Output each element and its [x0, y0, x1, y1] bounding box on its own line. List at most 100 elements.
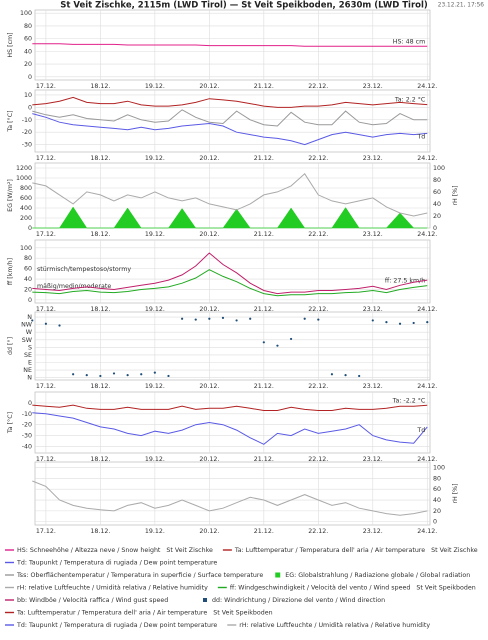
end-label: HS: 48 cm — [393, 38, 425, 45]
y2-tick-label: 100 — [433, 464, 445, 471]
x-tick-label: 18.12. — [90, 528, 110, 535]
series-line — [32, 173, 428, 217]
wind-direction-dot — [140, 373, 143, 376]
x-tick-label: 24.12. — [417, 83, 437, 90]
end-label: Ta: 2.2 °C — [394, 96, 426, 104]
y2-tick-label: 20 — [433, 213, 441, 220]
x-tick-label: 23.12. — [363, 83, 383, 90]
x-tick-label: 21.12. — [254, 383, 274, 390]
x-tick-label: 23.12. — [363, 528, 383, 535]
y2-tick-label: 100 — [433, 165, 445, 172]
y-tick-label: -20 — [22, 422, 32, 429]
end-label: Td — [416, 427, 425, 434]
legend-label: bb: Windböe / Velocità raffica / Wind gu… — [17, 596, 168, 604]
x-tick-label: 19.12. — [145, 231, 165, 238]
series-line — [32, 404, 428, 411]
timestamp: 23.12.21, 17:56 — [438, 3, 485, 9]
y-tick-label: -30 — [22, 142, 32, 149]
y-tick-label: -10 — [22, 117, 32, 124]
y-axis-label: dd [°] — [6, 337, 14, 355]
annotation: mäßig/medio/moderate — [37, 283, 111, 290]
x-tick-label: 20.12. — [199, 383, 219, 390]
x-tick-label: 20.12. — [199, 456, 219, 463]
y-tick-label: 100 — [20, 245, 32, 252]
x-tick-label: 20.12. — [199, 83, 219, 90]
x-tick-label: 23.12. — [363, 456, 383, 463]
wind-direction-dot — [344, 374, 347, 377]
y-tick-label: SW — [22, 337, 33, 344]
series-line — [32, 109, 428, 127]
x-tick-label: 22.12. — [308, 528, 328, 535]
y-tick-label: 800 — [20, 185, 32, 192]
wind-direction-dot — [194, 318, 197, 321]
series-line — [32, 480, 428, 516]
legend-label: HS: Schneehöhe / Altezza neve / Snow hei… — [17, 547, 161, 554]
y-tick-label: 0 — [28, 104, 32, 111]
legend-station: St Veit Speikboden — [416, 585, 475, 592]
y-tick-label: N — [27, 314, 32, 321]
legend-station: St Veit Zischke — [166, 547, 213, 554]
y-tick-label: 40 — [24, 276, 32, 283]
wind-direction-dot — [112, 372, 116, 375]
x-tick-label: 18.12. — [90, 155, 110, 162]
y-tick-label: NW — [21, 322, 33, 329]
y-tick-label: 600 — [20, 195, 32, 202]
x-tick-label: 24.12. — [417, 456, 437, 463]
x-tick-label: 21.12. — [254, 456, 274, 463]
panel-frame — [34, 311, 431, 381]
x-tick-label: 23.12. — [363, 306, 383, 313]
x-tick-label: 17.12. — [36, 306, 56, 313]
y-tick-label: E — [28, 359, 32, 366]
x-tick-label: 20.12. — [199, 528, 219, 535]
y-tick-label: 60 — [24, 36, 32, 43]
series-line — [32, 43, 428, 47]
wind-direction-dot — [126, 374, 129, 377]
wind-direction-dot — [85, 374, 88, 377]
y-axis-label: EG [W/m²] — [7, 179, 14, 212]
legend-station: St Veit Zischke — [431, 547, 478, 554]
wind-direction-dot — [426, 320, 429, 324]
wind-direction-dot — [181, 317, 184, 320]
y2-tick-label: 60 — [433, 486, 441, 493]
x-tick-label: 23.12. — [363, 155, 383, 162]
y-tick-label: 80 — [24, 23, 32, 30]
legend-label: Ta: Lufttemperatur / Temperatura dell' a… — [234, 547, 425, 554]
x-tick-label: 18.12. — [90, 306, 110, 313]
y2-tick-label: 0 — [433, 225, 437, 232]
x-tick-label: 19.12. — [145, 306, 165, 313]
end-label: Ta: -2.2 °C — [392, 396, 426, 404]
wind-direction-dot — [249, 317, 252, 320]
wind-direction-dot — [153, 371, 156, 374]
y-tick-label: N — [27, 375, 32, 382]
x-tick-label: 17.12. — [36, 155, 56, 162]
x-tick-label: 17.12. — [36, 383, 56, 390]
y2-tick-label: 20 — [433, 508, 441, 515]
x-tick-label: 17.12. — [36, 456, 56, 463]
series-line — [32, 252, 428, 295]
x-tick-label: 19.12. — [145, 456, 165, 463]
y-tick-label: 40 — [24, 48, 32, 55]
wind-direction-dot — [358, 374, 361, 378]
legend-label: EG: Globalstrahlung / Radiazione globale… — [285, 572, 470, 579]
y-tick-label: 0 — [28, 225, 32, 232]
x-tick-label: 22.12. — [308, 231, 328, 238]
series-line — [32, 96, 428, 108]
wind-direction-dot — [317, 318, 320, 321]
x-tick-label: 18.12. — [90, 231, 110, 238]
series-line — [32, 412, 428, 445]
x-tick-label: 21.12. — [254, 155, 274, 162]
wind-direction-dot — [303, 317, 306, 320]
legend-swatch — [275, 572, 281, 578]
wind-direction-dot — [385, 320, 388, 324]
x-tick-label: 17.12. — [36, 528, 56, 535]
y-tick-label: 20 — [24, 61, 32, 68]
y-tick-label: 200 — [20, 215, 32, 222]
y-axis-label: HS [cm] — [7, 32, 14, 57]
legend-swatch — [203, 598, 207, 602]
y-tick-label: -40 — [22, 443, 32, 450]
y-tick-label: 80 — [24, 255, 32, 262]
wind-direction-dot — [412, 321, 415, 325]
wind-direction-dot — [330, 373, 334, 376]
series-line — [32, 113, 428, 146]
legend-label: rH: relative Luftfeuchte / Umidità relat… — [239, 621, 430, 629]
